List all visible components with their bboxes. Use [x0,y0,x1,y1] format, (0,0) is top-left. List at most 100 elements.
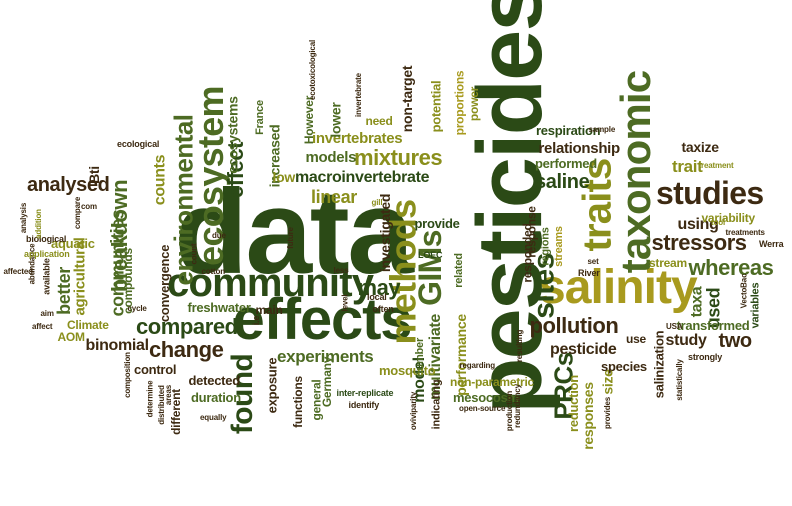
word-cloud-word: may [357,275,401,300]
word-cloud-word: models [305,148,357,166]
word-cloud-word: count [188,243,198,265]
word-cloud-word: biological [26,233,67,244]
word-cloud-word: provides [603,396,613,430]
word-cloud-word: counts [150,154,168,206]
word-cloud-word: set [587,257,599,266]
word-cloud-word: Werra [759,238,784,249]
word-cloud-word: regarding [459,361,496,370]
word-cloud-word: invertebrate [353,73,363,117]
word-cloud-word: mosquito [379,362,436,378]
word-cloud-word: ecosystems [224,96,241,174]
word-cloud-word: equally [200,413,227,422]
word-cloud-word: salinity [539,261,698,314]
word-cloud-word: cycle [127,304,147,313]
word-cloud-word: local [367,291,387,302]
word-cloud-word: resulting [515,329,525,363]
word-cloud-word: variability [701,211,756,225]
word-cloud-word: analysed [27,174,110,196]
word-cloud-word: GIMs [411,230,448,306]
word-cloud-word: stream [649,256,687,270]
word-cloud-word: addition [33,209,43,239]
word-cloud-word: indicating [430,379,443,429]
word-cloud-word: inter-replicate [336,387,394,398]
word-cloud-word: non-target [399,65,416,133]
word-cloud-word: less [333,266,349,275]
word-cloud-word: pesticides [458,0,561,414]
word-cloud-word: exposure [264,357,280,413]
word-cloud-word: future [285,227,295,249]
word-cloud-word: change [149,337,224,362]
word-cloud-word: Climate [67,318,109,332]
word-cloud-word: power [467,86,482,122]
word-cloud-word: saline [535,171,590,193]
word-cloud-word: use [626,332,646,346]
word-cloud-word: taxa [687,286,705,318]
word-cloud-word: detected [188,372,241,388]
word-cloud-word: Germany [320,356,335,408]
word-cloud-word: invertebrates [312,129,403,147]
word-cloud-word: determine [144,380,154,418]
word-cloud-word: response [524,206,539,258]
word-cloud-word: low [272,169,296,185]
word-cloud-word: compared [136,314,238,339]
word-cloud-word: cotton [201,267,226,276]
word-cloud-word: application [24,248,70,259]
word-cloud-word: salinization [651,330,667,398]
word-cloud-word: macroinvertebrate [295,169,430,186]
word-cloud-word: ecological [117,138,160,149]
word-cloud-word: reduction [565,374,581,432]
word-cloud-word: two [718,330,753,352]
word-cloud-word: number [413,337,426,377]
word-cloud-word: functions [290,376,305,428]
word-cloud-word: com [81,202,97,211]
word-cloud-word: non-parametric [450,375,534,389]
word-cloud-word: USA [666,322,683,331]
word-cloud-word: studies [656,175,764,211]
word-cloud-word: respiration [536,122,601,138]
word-cloud-word: using [677,216,719,233]
word-cloud-word: binomial [85,337,150,354]
word-cloud-word: responses [579,382,596,450]
word-cloud-word: linear [311,187,357,207]
word-cloud-word: provide [414,215,460,231]
word-cloud-word: France [253,99,266,135]
word-cloud-word: areas [164,384,174,406]
word-cloud-word: However [302,95,317,145]
word-cloud-word: related [452,252,465,288]
word-cloud-word: potential [428,80,444,132]
word-cloud-word: treatments [725,228,765,237]
word-cloud-word: often [372,303,394,314]
word-cloud-word: available [41,257,52,295]
word-cloud-word: variables [749,282,762,328]
word-cloud-word: i.e [250,315,261,325]
word-cloud-word: stressors [651,230,748,255]
word-cloud-word: convergence [156,244,172,322]
word-cloud-word: mixtures [354,145,443,170]
word-cloud-word: whereas [688,255,774,280]
word-cloud-word: main [255,303,283,317]
word-cloud-word: taxize [681,139,720,155]
word-cloud-word: data [174,165,415,299]
word-cloud-word: regions [539,226,552,266]
word-cloud-word: experiments [277,346,374,366]
word-cloud-word: VectoBac [738,273,748,309]
word-cloud-word: affected [3,267,34,276]
word-cloud-word: pollution [529,313,619,338]
word-cloud-word: aquatic [51,235,95,251]
word-cloud-word: composition [122,352,132,398]
word-cloud-word: community [167,261,374,305]
word-cloud-word: proportions [451,70,466,136]
word-cloud-word: relationship [538,139,621,157]
word-cloud-word: performed [535,155,597,171]
word-cloud-word: statistically [674,359,684,401]
word-cloud-word: due [212,231,226,240]
word-cloud-word: redundancy [512,384,522,428]
word-cloud-word: transformed [676,317,750,333]
word-cloud-word: trait [672,156,703,176]
word-cloud-word: ecotoxicological [308,39,318,101]
word-cloud-word: River [578,267,600,278]
word-cloud-word: sample [588,125,616,134]
word-cloud-word: AOM [57,330,86,344]
word-cloud-word: lower [327,102,344,138]
